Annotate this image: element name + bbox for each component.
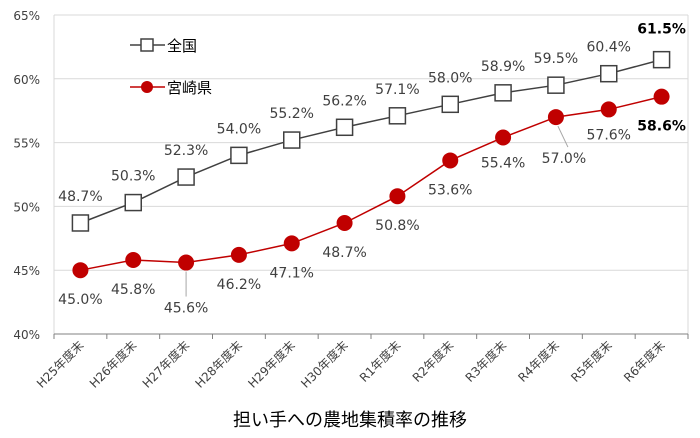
data-label: 57.6% [587, 127, 631, 143]
series-line-1 [80, 95, 662, 271]
x-tick-label: R1年度末 [356, 338, 403, 385]
data-label: 58.9% [481, 59, 525, 75]
data-point-circle [230, 246, 247, 263]
x-tick-label: R2年度末 [409, 338, 456, 385]
data-point-circle [389, 188, 406, 205]
series-line-0 [80, 58, 662, 224]
y-tick-label: 60% [13, 73, 40, 87]
x-tick-label: R3年度末 [462, 338, 509, 385]
data-point-circle [547, 109, 564, 126]
data-point-square [441, 95, 459, 114]
data-label: 57.0% [542, 151, 586, 167]
legend-label: 宮崎県 [167, 79, 212, 97]
data-label: 45.8% [111, 282, 155, 298]
data-label: 58.0% [428, 70, 472, 86]
data-point-square [494, 84, 512, 102]
data-label: 55.2% [270, 106, 314, 122]
data-point-circle [653, 88, 670, 105]
data-point-square [230, 146, 248, 165]
x-tick-label: H26年度末 [86, 338, 139, 391]
data-label: 48.7% [322, 245, 366, 261]
data-point-circle [72, 262, 89, 279]
x-tick-label: H29年度末 [245, 338, 298, 391]
data-label: 48.7% [58, 189, 102, 205]
data-point-square [124, 193, 142, 212]
x-tick-label: H28年度末 [192, 338, 245, 391]
data-point-square [177, 168, 195, 186]
data-label: 60.4% [587, 40, 631, 56]
data-point-square [283, 131, 301, 149]
x-tick-label: H27年度末 [139, 338, 192, 391]
chart-title: 担い手への農地集積率の推移 [233, 410, 467, 431]
data-label: 61.5% [637, 22, 686, 38]
y-tick-label: 45% [13, 264, 40, 278]
data-point-square [388, 107, 407, 125]
x-tick-label: H25年度末 [33, 338, 86, 391]
data-point-square [71, 214, 90, 232]
leader-line [557, 125, 569, 148]
data-label: 58.6% [637, 119, 686, 135]
data-label: 54.0% [217, 121, 261, 137]
data-label: 53.6% [428, 182, 472, 198]
y-tick-label: 50% [13, 200, 40, 214]
data-point-circle [336, 214, 353, 231]
data-point-circle [600, 101, 617, 118]
data-label: 59.5% [534, 51, 578, 67]
data-label: 52.3% [164, 143, 208, 159]
data-point-circle [178, 254, 195, 271]
data-point-circle [125, 251, 142, 268]
data-label: 47.1% [270, 265, 314, 281]
y-tick-label: 65% [13, 9, 40, 23]
data-label: 50.8% [375, 218, 419, 234]
data-label: 45.6% [164, 301, 208, 317]
x-tick-label: H30年度末 [297, 338, 350, 391]
data-label: 50.3% [111, 169, 155, 185]
data-label: 46.2% [217, 277, 261, 293]
data-point-square [600, 64, 618, 83]
data-label: 45.0% [58, 292, 102, 308]
data-label: 55.4% [481, 155, 525, 171]
data-point-circle [495, 129, 512, 146]
y-tick-label: 55% [13, 137, 40, 151]
y-tick-label: 40% [13, 328, 40, 342]
legend-square-marker [140, 38, 154, 52]
data-label: 56.2% [322, 93, 366, 109]
x-tick-label: R6年度末 [620, 338, 667, 385]
x-tick-label: R4年度末 [515, 338, 562, 385]
data-point-circle [442, 152, 459, 169]
x-tick-label: R5年度末 [568, 338, 615, 385]
data-label: 57.1% [375, 82, 419, 98]
data-point-square [335, 118, 354, 137]
data-point-circle [283, 235, 300, 252]
legend-circle-marker [141, 81, 153, 93]
legend-label: 全国 [167, 37, 197, 55]
data-point-square [652, 50, 671, 69]
data-point-square [547, 76, 565, 94]
